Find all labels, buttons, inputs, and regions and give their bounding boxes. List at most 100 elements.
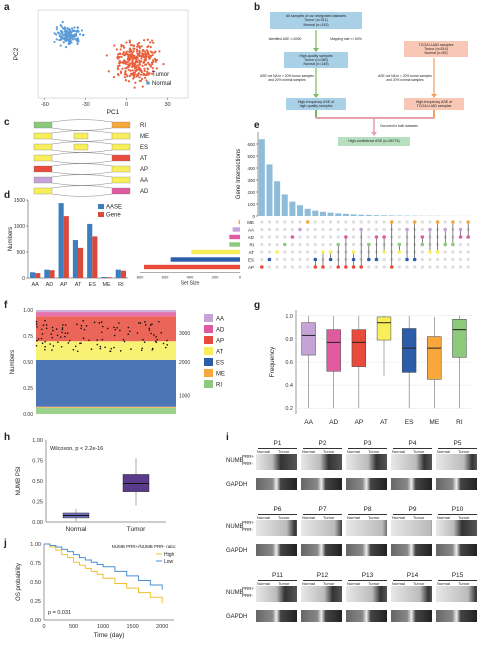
tumor-point [132,74,136,78]
tumor-point [140,57,143,60]
tumor-point [129,43,133,47]
tumor-lane-label: Tumor [278,515,290,520]
legend-normal-label: Normal [152,81,171,87]
matrix-dot-active [344,235,348,239]
tumor-point [139,79,142,82]
exon-middle [73,143,89,151]
tumor-point [133,66,137,70]
intersection-bar [312,210,319,216]
matrix-dot-active [382,250,386,254]
x-tick-label: 0 [42,624,45,630]
legend-swatch [204,369,213,377]
high-quality-samples-box: High-quality samples Tumor (n=280) Norma… [284,52,348,68]
tumor-lane-label: Tumor [368,515,380,520]
gene-bar [120,270,126,278]
tumor-lane-label: Tumor [458,515,470,520]
y-tick-label: 1.00 [32,438,43,444]
legend-title: NUMB PRR+/NUMB PRR- ratio: [112,544,177,549]
tumor-lane-label: Tumor [368,581,380,586]
exon-right [111,187,131,195]
total-count-point [61,328,64,331]
matrix-dot [367,227,371,232]
matrix-dot-active [344,265,348,269]
total-count-point [139,322,142,324]
y-axis-label: Numbers [8,227,14,251]
total-count-point [116,326,118,329]
set-label: RI [250,243,255,248]
matrix-dot [306,250,310,254]
y-tick-label: 0 [22,276,25,282]
total-count-point [144,321,146,323]
tumor-point [117,65,120,68]
total-count-point [130,348,132,350]
gapdh-blot-band [301,544,342,556]
matrix-dot [436,265,440,269]
total-count-point [76,350,79,353]
tumor-point [141,64,144,67]
junction-lower [51,149,113,153]
hf-ase-tcga-box: High-frequency ASE of TCGA LUAD samples [404,98,464,110]
tumor-point [142,55,145,58]
matrix-dot [420,227,424,232]
gapdh-blot-band [346,610,387,622]
tumor-point [136,68,140,71]
normal-point [76,26,79,30]
tumor-point [115,48,119,51]
set-size-label: Set Size [181,281,200,287]
y-tick-label: 0.25 [32,500,43,506]
patient-underline [393,514,432,515]
tumor-point [137,72,140,75]
normal-lane-label: Normal [437,515,450,520]
matrix-dot [329,227,333,232]
tumor-point [148,57,151,60]
normal-point [75,29,78,33]
tumor-point [121,61,124,64]
junction-upper [51,174,113,178]
tumor-point [149,45,152,49]
patient-underline [348,514,387,515]
tumor-lane-label: Tumor [413,581,425,586]
numb-blot-band [256,520,297,536]
splicing-types-diagram: RI ME ES AT AP AA AD [33,119,149,197]
high-confidence-ase-box: High-confidence ASE (n=28774) [338,137,410,146]
total-count-point [44,345,46,348]
legend-gene-label: Gene [106,213,121,219]
panel-label-h: h [4,432,11,443]
exon-right [111,154,131,162]
total-count-point [158,320,160,323]
exon-right [111,165,131,173]
matrix-dot [336,220,340,224]
normal-point [62,41,65,44]
normal-point [55,33,58,36]
matrix-dot [466,250,470,254]
junction-upper [51,130,113,134]
tumor-point [143,50,146,53]
set-label: ME [247,220,254,225]
prr-plus-label: PRR+ [242,586,255,591]
y-axis-label: Frequency [269,346,276,377]
tumor-point [138,76,141,79]
tumor-point [141,49,145,52]
box [401,328,417,373]
total-count-point [67,332,69,335]
total-count-point [88,339,90,342]
normal-lane-label: Normal [437,581,450,586]
matrix-dot-active [466,235,470,239]
matrix-dot [260,257,264,262]
matrix-dot [260,242,264,247]
legend-aase-marker [98,204,104,209]
sample-filtering-flowchart: All samples of our integrated datasets T… [256,8,484,156]
category-label: Normal [66,526,88,533]
tumor-point [131,44,134,47]
tumor-point [145,49,149,52]
gapdh-blot-band [346,544,387,556]
gapdh-blot-band [256,610,297,622]
upset-plot: 0 100 200 300 400 500 600 Gene Intersections ME A… [137,132,472,287]
total-count-point [160,331,162,334]
matrix-dot [313,250,317,254]
total-count-point [45,324,48,326]
numb-blot-band [346,586,387,602]
normal-point [56,31,60,34]
patient-label: P9 [408,506,417,513]
total-count-point [109,350,111,352]
